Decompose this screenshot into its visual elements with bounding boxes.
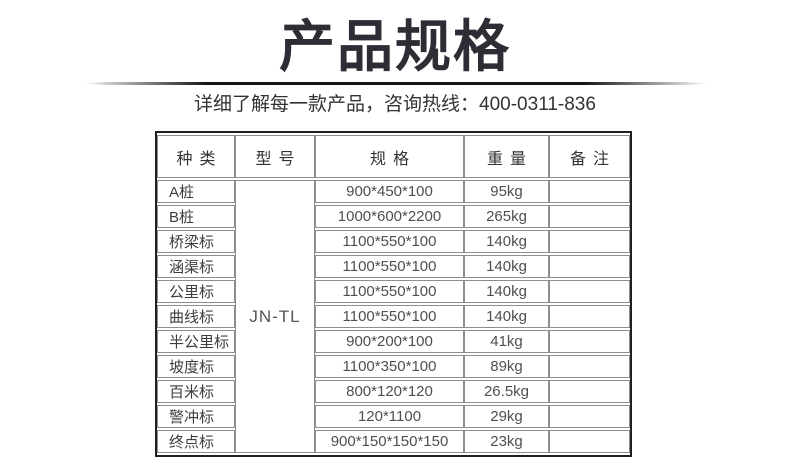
cell-spec: 1100*550*100 (315, 255, 464, 278)
cell-weight: 140kg (464, 280, 549, 303)
cell-spec: 900*150*150*150 (315, 430, 464, 453)
cell-note (549, 255, 630, 278)
header-weight: 重量 (464, 135, 549, 178)
spec-table: 种类 型号 规格 重量 备注 A桩 JN-TL 900*450*100 95kg B桩 1… (157, 133, 630, 455)
spec-table-body: A桩 JN-TL 900*450*100 95kg B桩 1000*600*2200 265… (157, 180, 630, 453)
table-row: 桥梁标 1100*550*100 140kg (157, 230, 630, 253)
table-row: 半公里标 900*200*100 41kg (157, 330, 630, 353)
cell-type: 曲线标 (157, 305, 235, 328)
table-row: 坡度标 1100*350*100 89kg (157, 355, 630, 378)
cell-weight: 26.5kg (464, 380, 549, 403)
cell-spec: 900*450*100 (315, 180, 464, 203)
title-divider (80, 82, 710, 85)
cell-model: JN-TL (235, 180, 315, 453)
cell-type: 桥梁标 (157, 230, 235, 253)
table-row: 终点标 900*150*150*150 23kg (157, 430, 630, 453)
cell-spec: 1100*350*100 (315, 355, 464, 378)
cell-spec: 1000*600*2200 (315, 205, 464, 228)
cell-weight: 140kg (464, 305, 549, 328)
cell-note (549, 380, 630, 403)
table-row: 曲线标 1100*550*100 140kg (157, 305, 630, 328)
cell-type: 终点标 (157, 430, 235, 453)
cell-weight: 140kg (464, 230, 549, 253)
header-row: 种类 型号 规格 重量 备注 (157, 135, 630, 178)
cell-weight: 95kg (464, 180, 549, 203)
subtitle-hotline: 详细了解每一款产品，咨询热线：400-0311-836 (194, 94, 596, 115)
cell-spec: 120*1100 (315, 405, 464, 428)
cell-note (549, 355, 630, 378)
cell-spec: 900*200*100 (315, 330, 464, 353)
page-title: 产品规格 (279, 15, 511, 78)
cell-note (549, 405, 630, 428)
header-model: 型号 (235, 135, 315, 178)
cell-type: 半公里标 (157, 330, 235, 353)
cell-note (549, 180, 630, 203)
cell-note (549, 305, 630, 328)
spec-table-frame: 种类 型号 规格 重量 备注 A桩 JN-TL 900*450*100 95kg B桩 1… (155, 131, 632, 457)
table-row: 涵渠标 1100*550*100 140kg (157, 255, 630, 278)
cell-note (549, 205, 630, 228)
cell-type: 涵渠标 (157, 255, 235, 278)
cell-spec: 1100*550*100 (315, 230, 464, 253)
cell-note (549, 330, 630, 353)
cell-weight: 29kg (464, 405, 549, 428)
cell-weight: 265kg (464, 205, 549, 228)
cell-note (549, 430, 630, 453)
cell-type: 百米标 (157, 380, 235, 403)
cell-weight: 89kg (464, 355, 549, 378)
cell-type: 坡度标 (157, 355, 235, 378)
header-note: 备注 (549, 135, 630, 178)
cell-spec: 1100*550*100 (315, 305, 464, 328)
cell-spec: 1100*550*100 (315, 280, 464, 303)
cell-note (549, 280, 630, 303)
table-row: 公里标 1100*550*100 140kg (157, 280, 630, 303)
table-row: A桩 JN-TL 900*450*100 95kg (157, 180, 630, 453)
table-row: B桩 1000*600*2200 265kg (157, 205, 630, 228)
cell-weight: 41kg (464, 330, 549, 353)
cell-spec: 800*120*120 (315, 380, 464, 403)
table-row: 百米标 800*120*120 26.5kg (157, 380, 630, 403)
cell-type: 公里标 (157, 280, 235, 303)
table-row: 警冲标 120*1100 29kg (157, 405, 630, 428)
cell-type: 警冲标 (157, 405, 235, 428)
cell-weight: 23kg (464, 430, 549, 453)
cell-type: B桩 (157, 205, 235, 228)
cell-note (549, 230, 630, 253)
header-spec: 规格 (315, 135, 464, 178)
cell-type: A桩 (157, 180, 235, 203)
cell-weight: 140kg (464, 255, 549, 278)
header-type: 种类 (157, 135, 235, 178)
